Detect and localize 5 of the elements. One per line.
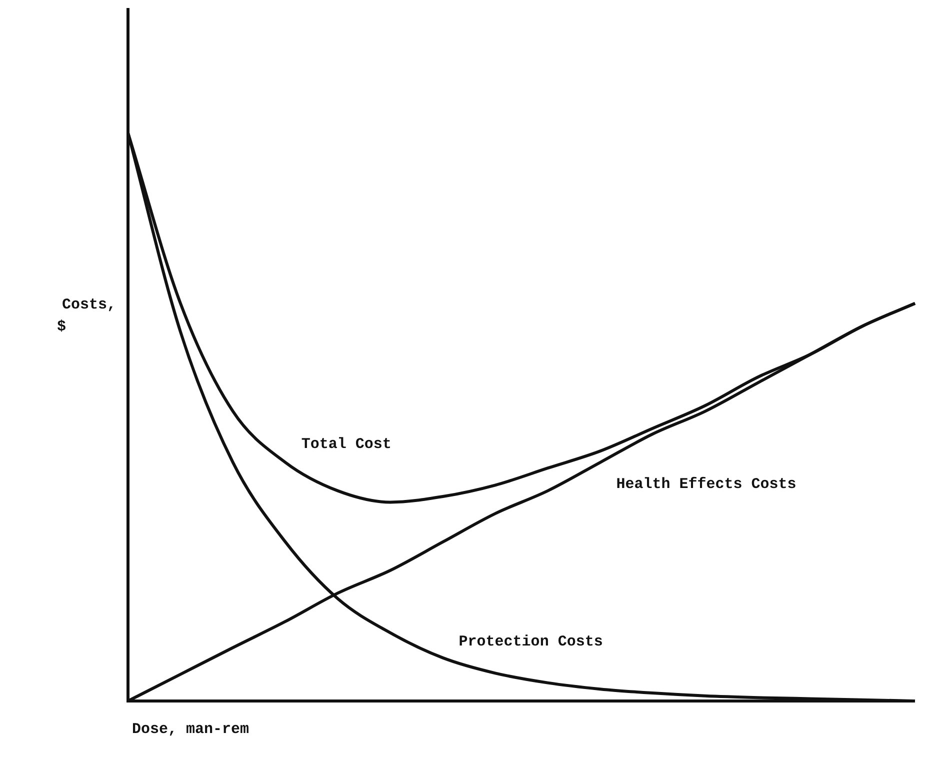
series-label: Protection Costs bbox=[458, 634, 603, 651]
series-label: Health Effects Costs bbox=[616, 476, 796, 494]
y-axis-title: Costs, $ bbox=[56, 296, 116, 336]
x-axis-title: Dose, man-rem bbox=[132, 720, 250, 738]
series-label: Total Cost bbox=[301, 436, 392, 454]
